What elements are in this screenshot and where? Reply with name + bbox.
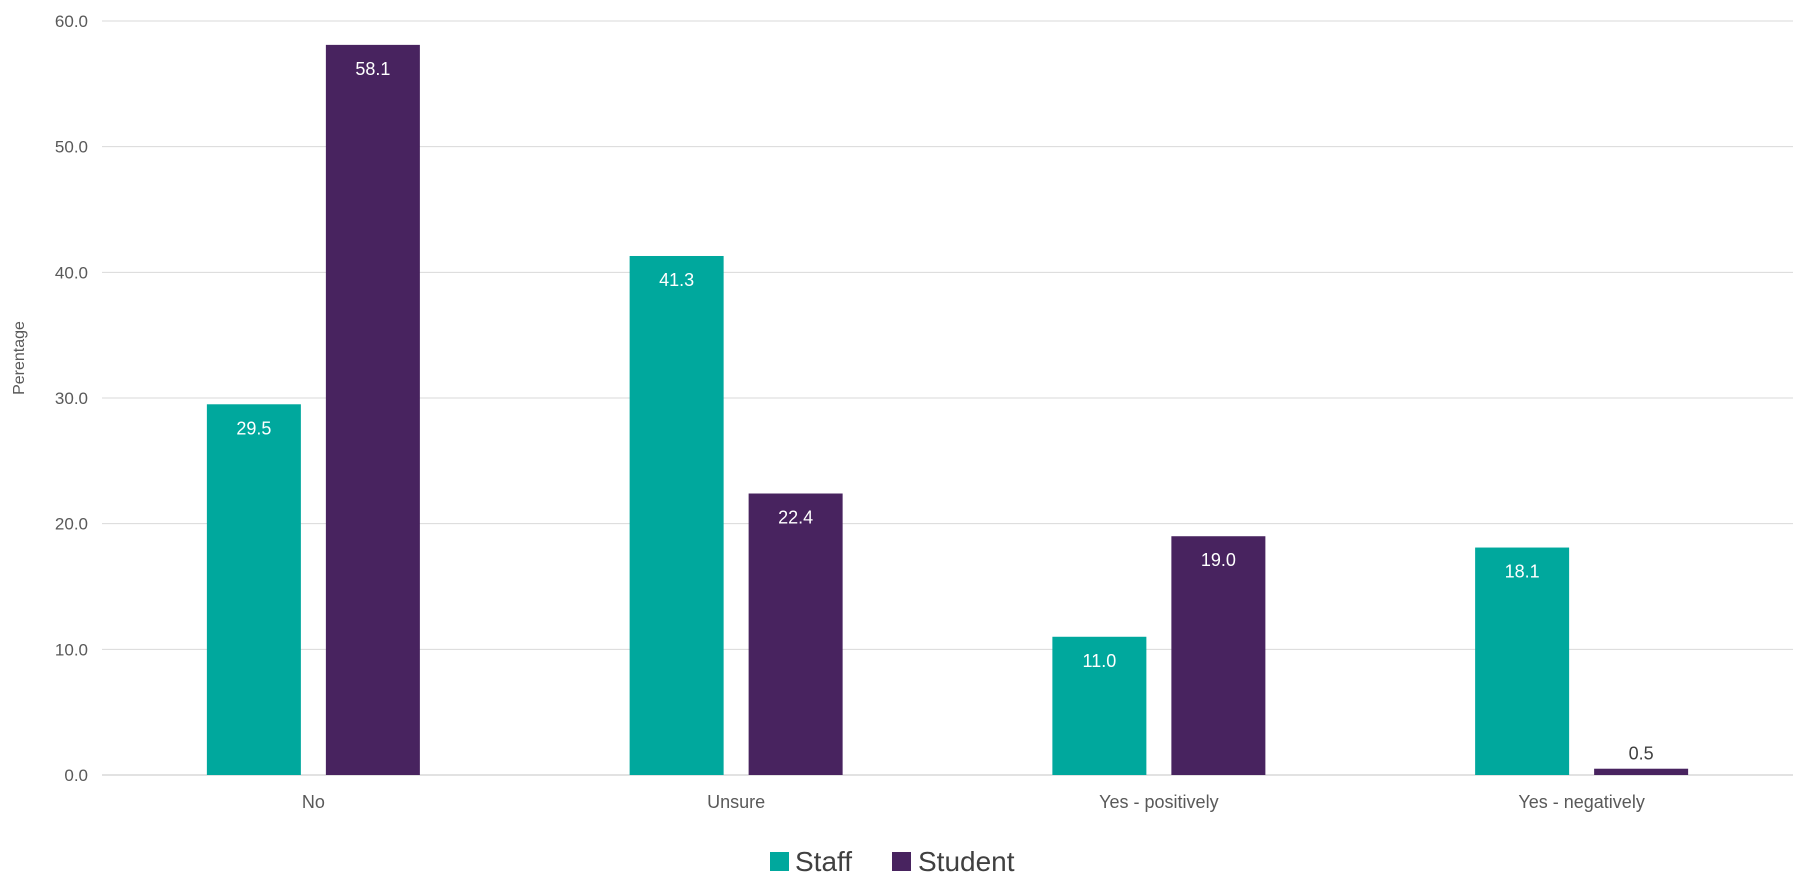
category-label: Yes - positively xyxy=(1099,792,1218,812)
data-label: 19.0 xyxy=(1201,550,1236,570)
bar-staff-2 xyxy=(629,255,724,775)
category-labels: No Unsure Yes - positively Yes - negatively xyxy=(302,792,1645,812)
data-label: 22.4 xyxy=(778,508,813,528)
legend-swatch-staff xyxy=(770,852,789,871)
data-label: 29.5 xyxy=(236,418,271,438)
y-tick-label: 60.0 xyxy=(55,12,88,31)
y-tick-label: 20.0 xyxy=(55,515,88,534)
y-tick-label: 40.0 xyxy=(55,263,88,282)
y-tick-label: 50.0 xyxy=(55,138,88,157)
legend-label-staff: Staff xyxy=(795,846,852,877)
bar-student-2 xyxy=(748,493,843,775)
y-axis-title: Perentage xyxy=(11,321,28,395)
bars xyxy=(206,44,1689,776)
bar-student-4 xyxy=(1594,768,1689,775)
data-label: 58.1 xyxy=(355,59,390,79)
category-label: Yes - negatively xyxy=(1518,792,1644,812)
data-label: 41.3 xyxy=(659,270,694,290)
y-tick-label: 30.0 xyxy=(55,389,88,408)
y-axis-ticks: 0.0 10.0 20.0 30.0 40.0 50.0 60.0 xyxy=(55,12,88,785)
category-label: No xyxy=(302,792,325,812)
data-label: 0.5 xyxy=(1629,744,1654,764)
y-tick-label: 0.0 xyxy=(64,766,88,785)
bar-staff-4 xyxy=(1475,547,1570,775)
data-label: 11.0 xyxy=(1083,651,1117,671)
bar-staff-3 xyxy=(1052,636,1147,775)
bar-student-3 xyxy=(1171,536,1266,775)
data-label: 18.1 xyxy=(1505,562,1540,582)
legend-label-student: Student xyxy=(918,846,1015,877)
legend: Staff Student xyxy=(770,846,1015,877)
legend-swatch-student xyxy=(892,852,911,871)
bar-student-1 xyxy=(325,44,420,776)
y-tick-label: 10.0 xyxy=(55,640,88,659)
bar-staff-1 xyxy=(206,404,301,775)
data-labels: 29.5 58.1 41.3 22.4 11.0 19.0 18.1 0.5 xyxy=(236,59,1653,764)
category-label: Unsure xyxy=(707,792,765,812)
